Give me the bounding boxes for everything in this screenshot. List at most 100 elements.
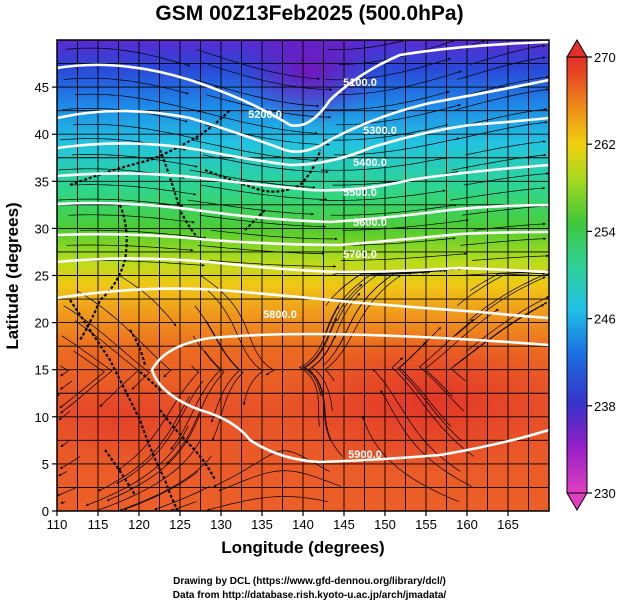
streamline — [211, 229, 338, 241]
streamline — [116, 380, 204, 485]
streamline — [202, 154, 329, 174]
y-tick-label: 30 — [35, 221, 49, 236]
y-axis-ticks: 0 5 10 15 20 25 30 35 40 45 — [35, 80, 57, 519]
x-tick-label: 150 — [374, 517, 396, 532]
streamline — [335, 103, 462, 126]
streamline — [59, 456, 81, 470]
credit-drawing: Drawing by DCL (https://www.gfd-dennou.o… — [173, 576, 446, 587]
x-axis-label: Longitude (degrees) — [221, 538, 384, 557]
y-tick-label: 15 — [35, 363, 49, 378]
x-tick-label: 115 — [88, 517, 109, 532]
y-axis-label: Latitude (degrees) — [3, 202, 22, 349]
streamline — [325, 57, 451, 81]
streamline — [298, 305, 340, 427]
streamline — [456, 272, 546, 306]
streamline — [96, 441, 201, 511]
x-tick-label: 125 — [169, 517, 191, 532]
streamline — [58, 410, 71, 421]
streamline — [327, 40, 405, 50]
streamline — [199, 214, 326, 228]
x-tick-label: 140 — [292, 517, 314, 532]
streamline — [106, 410, 202, 501]
cold-trough — [240, 40, 380, 125]
streamline — [194, 79, 320, 108]
streamline — [320, 156, 448, 171]
streamline — [391, 357, 474, 457]
contour-label: 5400.0 — [353, 157, 387, 169]
streamline — [79, 229, 207, 240]
colorbar: 230 238 246 254 262 270 — [566, 39, 616, 511]
streamline — [450, 186, 546, 201]
streamline — [65, 274, 177, 327]
streamline — [340, 252, 468, 261]
streamline — [419, 319, 474, 412]
streamline — [465, 140, 547, 156]
streamline — [85, 426, 189, 506]
streamline — [471, 254, 549, 261]
colorbar-tick-label: 230 — [594, 486, 616, 501]
streamline — [462, 204, 548, 216]
streamline — [453, 120, 548, 141]
streamline — [66, 244, 194, 252]
x-tick-label: 165 — [497, 517, 519, 532]
contour-label: 5800.0 — [263, 309, 297, 321]
streamline — [74, 93, 201, 113]
streamline — [60, 380, 73, 390]
streamline — [324, 90, 450, 111]
streamline — [154, 486, 210, 511]
colorbar-tick-label: 238 — [594, 399, 616, 414]
y-tick-label: 5 — [42, 457, 49, 472]
streamline — [361, 415, 459, 502]
y-tick-label: 20 — [35, 316, 49, 331]
y-tick-label: 45 — [35, 80, 49, 95]
streamline — [58, 471, 67, 477]
x-tick-label: 135 — [251, 517, 273, 532]
chart-title: GSM 00Z13Feb2025 (500.0hPa) — [155, 2, 464, 25]
streamline — [123, 471, 199, 510]
colorbar-tick-label: 270 — [594, 50, 616, 65]
streamline — [424, 308, 499, 397]
credit-data: Data from http://database.rish.kyoto-u.a… — [172, 590, 447, 601]
streamline — [206, 496, 328, 511]
grid-lines — [57, 40, 549, 511]
contour-label: 5300.0 — [363, 125, 397, 137]
streamline — [468, 75, 549, 95]
streamline — [197, 245, 325, 255]
streamline — [319, 189, 446, 201]
streamline — [166, 350, 225, 465]
streamline — [398, 327, 451, 427]
streamline — [473, 222, 546, 231]
streamline — [59, 350, 105, 408]
y-tick-label: 35 — [35, 174, 49, 189]
streamline — [372, 368, 461, 472]
streamline — [455, 276, 546, 337]
x-tick-label: 160 — [456, 517, 478, 532]
colorbar-scale — [566, 56, 588, 494]
streamline — [380, 390, 473, 487]
colorbar-top-arrow — [566, 39, 588, 58]
colorbar-tick-label: 246 — [594, 312, 616, 327]
streamline — [70, 184, 197, 196]
x-axis-ticks: 110 115 120 125 130 135 140 145 150 155 160 165 — [47, 511, 519, 532]
streamline — [57, 198, 184, 208]
streamline — [207, 290, 264, 406]
streamline — [342, 218, 469, 231]
streamline — [60, 501, 66, 504]
streamline — [193, 109, 318, 135]
streamline — [455, 88, 549, 111]
streamline — [196, 49, 321, 81]
streamline — [194, 305, 241, 423]
streamline — [457, 56, 546, 80]
streamline — [188, 199, 315, 216]
streamline — [60, 441, 69, 447]
streamline — [453, 302, 548, 367]
streamline — [119, 456, 212, 511]
streamline — [191, 139, 317, 162]
streamline — [68, 214, 195, 224]
height-contours — [57, 40, 549, 464]
x-tick-label: 110 — [47, 517, 68, 532]
streamline — [201, 184, 328, 201]
streamline — [63, 77, 190, 95]
streamline — [337, 70, 463, 95]
y-tick-label: 10 — [35, 410, 49, 425]
